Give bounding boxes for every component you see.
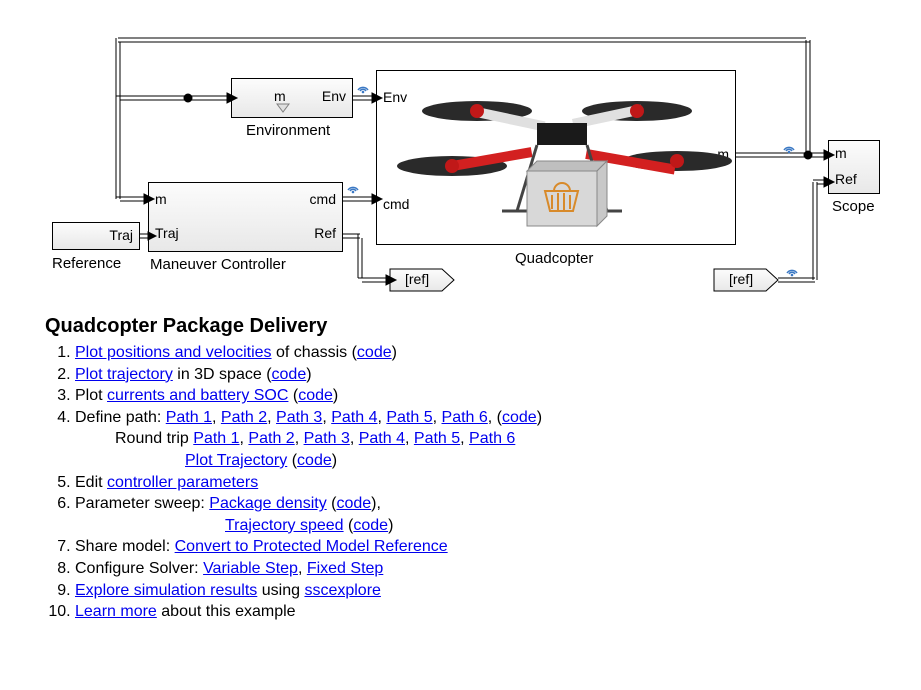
code-link[interactable]: code [297,452,332,469]
code-link[interactable]: code [336,495,371,512]
wifi-icon [785,263,799,277]
rt-path3-link[interactable]: Path 3 [304,430,350,447]
controller-params-link[interactable]: controller parameters [107,474,258,491]
item6-row2: Trajectory speed (code) [225,515,875,537]
path4-link[interactable]: Path 4 [331,409,377,426]
item3-pre: Plot [75,387,107,404]
item7-pre: Share model: [75,538,175,555]
item6-pre: Parameter sweep: [75,495,209,512]
trajectory-speed-link[interactable]: Trajectory speed [225,517,344,534]
item-9: Explore simulation results using sscexpl… [75,580,875,602]
learn-more-link[interactable]: Learn more [75,603,157,620]
description-panel: Quadcopter Package Delivery Plot positio… [45,313,875,623]
wifi-icon [782,140,796,154]
path1-link[interactable]: Path 1 [166,409,212,426]
code-link[interactable]: code [298,387,333,404]
variable-step-link[interactable]: Variable Step [203,560,298,577]
wifi-icon [356,80,370,94]
item-3: Plot currents and battery SOC (code) [75,385,875,407]
rt-path2-link[interactable]: Path 2 [248,430,294,447]
code-link[interactable]: code [353,517,388,534]
wifi-icon [346,180,360,194]
rt-path5-link[interactable]: Path 5 [414,430,460,447]
item2-rest: in 3D space ( [173,366,272,383]
plot-traj-row: Plot Trajectory (code) [185,450,875,472]
explore-results-link[interactable]: Explore simulation results [75,582,257,599]
code-link[interactable]: code [272,366,307,383]
description-title: Quadcopter Package Delivery [45,313,875,340]
item-8: Configure Solver: Variable Step, Fixed S… [75,558,875,580]
item-5: Edit controller parameters [75,472,875,494]
signal-lines [0,0,921,310]
item-6: Parameter sweep: Package density (code),… [75,493,875,536]
rt-path4-link[interactable]: Path 4 [359,430,405,447]
sscexplore-link[interactable]: sscexplore [304,582,380,599]
path3-link[interactable]: Path 3 [276,409,322,426]
rt-path1-link[interactable]: Path 1 [193,430,239,447]
item-4: Define path: Path 1, Path 2, Path 3, Pat… [75,407,875,472]
path5-link[interactable]: Path 5 [386,409,432,426]
roundtrip-label: Round trip [115,430,193,447]
currents-soc-link[interactable]: currents and battery SOC [107,387,288,404]
item8-pre: Configure Solver: [75,560,203,577]
item1-rest: of chassis ( [272,344,357,361]
plot-positions-link[interactable]: Plot positions and velocities [75,344,272,361]
path2-link[interactable]: Path 2 [221,409,267,426]
item-1: Plot positions and velocities of chassis… [75,342,875,364]
path6-link[interactable]: Path 6 [442,409,488,426]
item9-mid: using [257,582,304,599]
item10-rest: about this example [157,603,296,620]
rt-path6-link[interactable]: Path 6 [469,430,515,447]
code-link[interactable]: code [357,344,392,361]
code-link[interactable]: code [502,409,537,426]
plot-traj-link[interactable]: Plot Trajectory [185,452,287,469]
item5-pre: Edit [75,474,107,491]
item-7: Share model: Convert to Protected Model … [75,536,875,558]
protected-model-link[interactable]: Convert to Protected Model Reference [175,538,448,555]
roundtrip-row: Round trip Path 1, Path 2, Path 3, Path … [115,428,875,450]
package-density-link[interactable]: Package density [209,495,326,512]
item-10: Learn more about this example [75,601,875,623]
item4-pre: Define path: [75,409,166,426]
plot-trajectory-link[interactable]: Plot trajectory [75,366,173,383]
item-2: Plot trajectory in 3D space (code) [75,364,875,386]
fixed-step-link[interactable]: Fixed Step [307,560,383,577]
